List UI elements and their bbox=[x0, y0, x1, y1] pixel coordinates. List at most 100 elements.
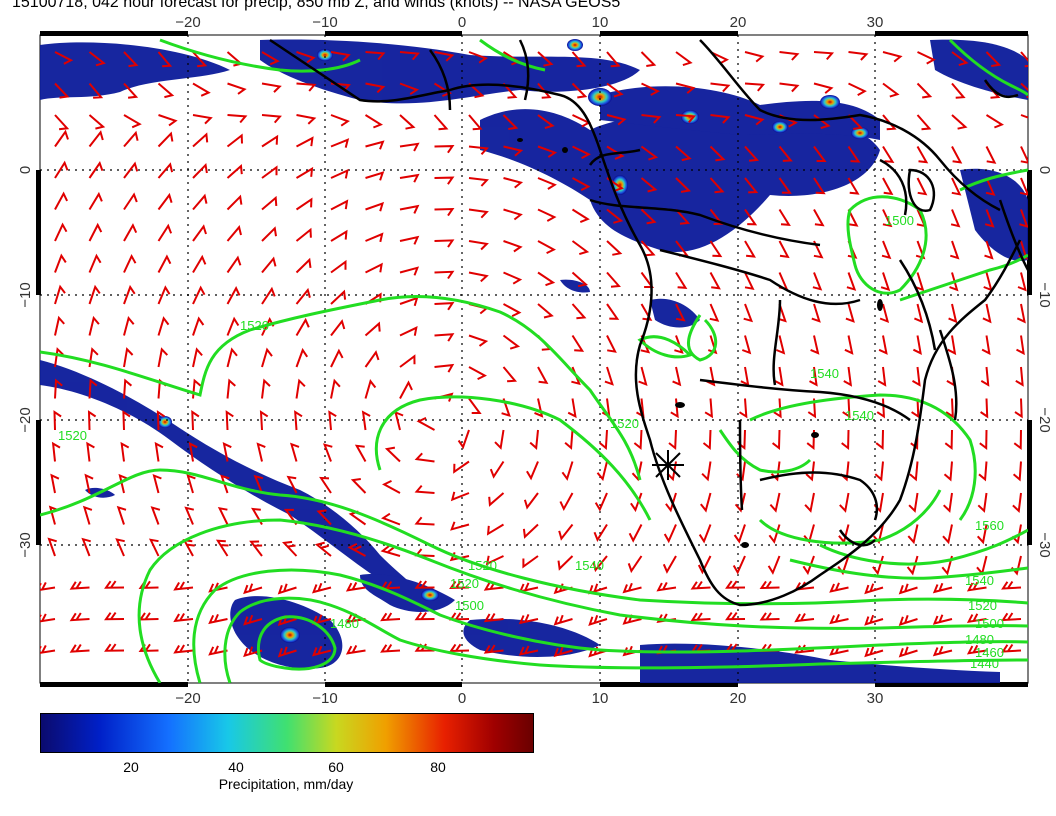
wind-barb bbox=[606, 208, 624, 224]
wind-barb bbox=[345, 581, 366, 592]
wind-barb bbox=[704, 398, 714, 419]
wind-barb bbox=[192, 51, 208, 68]
wind-barb bbox=[47, 537, 57, 557]
wind-barb bbox=[537, 114, 555, 130]
tick-label: −30 bbox=[17, 532, 34, 557]
wind-barb bbox=[399, 142, 420, 152]
wind-barb bbox=[88, 191, 103, 211]
wind-barb bbox=[774, 366, 784, 387]
wind-barb bbox=[640, 177, 658, 193]
wind-barb bbox=[744, 240, 756, 258]
contour-label: 1540 bbox=[845, 408, 874, 423]
wind-barb bbox=[599, 429, 608, 451]
wind-barb bbox=[966, 644, 987, 655]
contour-label: 1480 bbox=[330, 616, 359, 631]
wind-barb bbox=[812, 272, 823, 291]
wind-barb bbox=[295, 378, 306, 399]
wind-barb bbox=[588, 614, 608, 626]
wind-barb bbox=[261, 286, 276, 305]
wind-barb bbox=[277, 646, 297, 658]
wind-barb bbox=[633, 429, 643, 451]
wind-barb bbox=[345, 644, 366, 655]
wind-barb bbox=[882, 51, 903, 63]
wind-barb bbox=[725, 612, 746, 621]
wind-barb bbox=[192, 347, 203, 368]
wind-barb bbox=[277, 583, 297, 595]
wind-barb bbox=[640, 145, 659, 161]
wind-barb bbox=[985, 177, 996, 196]
coastlines bbox=[269, 38, 1028, 607]
wind-barb bbox=[640, 303, 653, 321]
wind-barb bbox=[898, 646, 918, 658]
wind-barb bbox=[675, 177, 692, 193]
wind-barb bbox=[561, 461, 574, 481]
wind-barb bbox=[1014, 398, 1023, 419]
wind-barb bbox=[1020, 82, 1028, 99]
wind-barb bbox=[453, 460, 470, 474]
wind-barb bbox=[380, 643, 401, 653]
wind-barb bbox=[947, 335, 957, 356]
wind-barb bbox=[881, 240, 892, 260]
wind-barb bbox=[261, 134, 279, 148]
wind-barb bbox=[767, 555, 781, 575]
wind-barb bbox=[434, 145, 455, 154]
wind-barb bbox=[295, 287, 311, 305]
wind-barb bbox=[701, 461, 712, 482]
wind-barb bbox=[759, 612, 780, 621]
wind-barb bbox=[710, 82, 731, 93]
wind-barb bbox=[192, 114, 213, 125]
tick-label: 20 bbox=[730, 690, 747, 707]
wind-barb bbox=[707, 335, 718, 355]
wind-barb bbox=[932, 645, 953, 657]
wind-barb bbox=[489, 460, 505, 479]
tick-label: 0 bbox=[1036, 166, 1053, 174]
wind-barb bbox=[606, 240, 623, 256]
wind-barb bbox=[744, 208, 758, 226]
wind-barb bbox=[328, 410, 337, 431]
wind-barb bbox=[732, 555, 746, 575]
tick-label: −10 bbox=[312, 690, 337, 707]
wind-barb bbox=[468, 397, 482, 414]
contour-label: 1520 bbox=[610, 416, 639, 431]
wind-barb bbox=[380, 612, 401, 622]
wind-barb bbox=[744, 177, 759, 194]
wind-barb bbox=[1001, 580, 1022, 590]
wind-barb bbox=[559, 492, 574, 512]
wind-barb bbox=[261, 256, 277, 274]
wind-barb bbox=[779, 82, 800, 93]
wind-barb bbox=[261, 226, 277, 242]
wind-barb bbox=[399, 326, 418, 337]
wind-barb bbox=[907, 524, 919, 545]
wind-barb bbox=[148, 538, 160, 557]
wind-barb bbox=[537, 366, 549, 385]
wind-barb bbox=[914, 303, 924, 324]
wind-barb bbox=[88, 253, 102, 273]
wind-barb bbox=[537, 303, 554, 319]
tick-label: 30 bbox=[867, 14, 884, 31]
wind-barb bbox=[192, 224, 207, 242]
wind-barb bbox=[572, 145, 591, 159]
wind-barb bbox=[666, 461, 677, 482]
wind-barb bbox=[399, 51, 420, 61]
tick-label: −10 bbox=[1036, 282, 1053, 307]
wind-barb bbox=[226, 164, 243, 179]
wind-barb bbox=[1012, 492, 1022, 513]
wind-barb bbox=[365, 232, 384, 243]
wind-barb bbox=[778, 240, 790, 259]
wind-barb bbox=[725, 580, 746, 589]
wind-barb bbox=[674, 335, 684, 354]
wind-barb bbox=[173, 612, 194, 623]
wind-barb bbox=[123, 114, 142, 129]
wind-barb bbox=[985, 51, 1002, 67]
wind-barb bbox=[158, 114, 178, 127]
wind-barb bbox=[295, 317, 310, 337]
wind-barb bbox=[86, 441, 95, 462]
wind-barb bbox=[364, 114, 383, 129]
wind-barb bbox=[641, 114, 662, 124]
wind-barb bbox=[813, 209, 825, 227]
wind-barb bbox=[813, 240, 824, 259]
wind-barb bbox=[802, 555, 815, 576]
wind-barb bbox=[311, 582, 332, 594]
wind-barb bbox=[330, 319, 346, 337]
wind-barb bbox=[192, 162, 208, 179]
